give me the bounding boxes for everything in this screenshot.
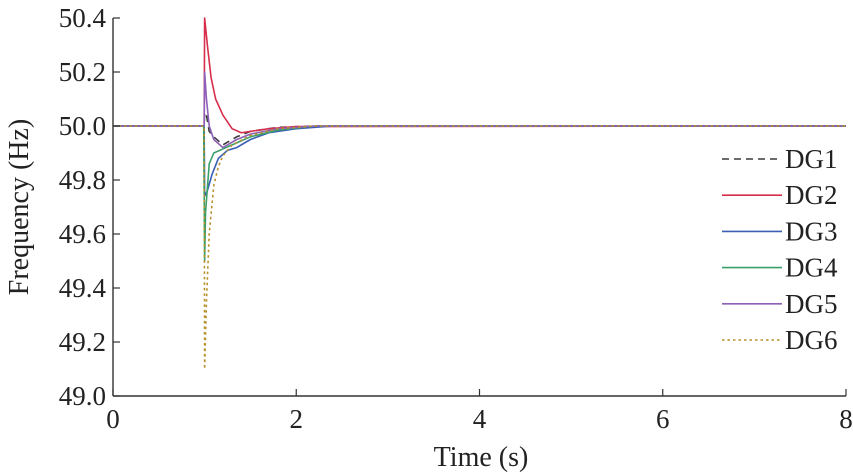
x-tick-label: 8 bbox=[839, 404, 853, 434]
legend-label: DG2 bbox=[785, 180, 838, 210]
x-tick-label: 6 bbox=[656, 404, 670, 434]
x-axis-label: Time (s) bbox=[434, 442, 529, 473]
series-line-dg3 bbox=[113, 125, 846, 197]
y-axis-label: Frequency (Hz) bbox=[4, 119, 35, 295]
series-line-dg1 bbox=[113, 111, 846, 146]
series-line-dg5 bbox=[113, 71, 846, 149]
y-tick-label: 49.6 bbox=[59, 219, 106, 249]
y-tick-label: 49.0 bbox=[59, 381, 106, 411]
y-tick-label: 49.2 bbox=[59, 327, 106, 357]
x-tick-label: 4 bbox=[473, 404, 487, 434]
y-tick-label: 49.8 bbox=[59, 165, 106, 195]
x-ticks: 0 2 4 6 8 bbox=[106, 389, 853, 434]
legend-label: DG3 bbox=[785, 216, 838, 246]
series-line-dg2 bbox=[113, 17, 847, 134]
x-tick-label: 2 bbox=[290, 404, 304, 434]
y-tick-label: 50.4 bbox=[59, 3, 107, 33]
y-tick-label: 49.4 bbox=[59, 273, 107, 303]
x-tick-label: 0 bbox=[106, 404, 120, 434]
y-tick-label: 50.2 bbox=[59, 57, 106, 87]
legend-label: DG1 bbox=[785, 144, 838, 174]
legend: DG1 DG2 DG3 DG4 DG5 DG6 bbox=[722, 144, 838, 355]
axes bbox=[112, 18, 846, 397]
plot-lines bbox=[113, 17, 847, 370]
legend-label: DG4 bbox=[785, 253, 838, 283]
y-ticks: 49.0 49.2 49.4 49.6 49.8 50.0 50.2 50.4 bbox=[59, 3, 120, 411]
series-line-dg4 bbox=[113, 125, 846, 262]
legend-label: DG6 bbox=[785, 325, 838, 355]
series-line-dg6 bbox=[113, 125, 846, 370]
y-tick-label: 50.0 bbox=[59, 111, 106, 141]
legend-label: DG5 bbox=[785, 289, 838, 319]
